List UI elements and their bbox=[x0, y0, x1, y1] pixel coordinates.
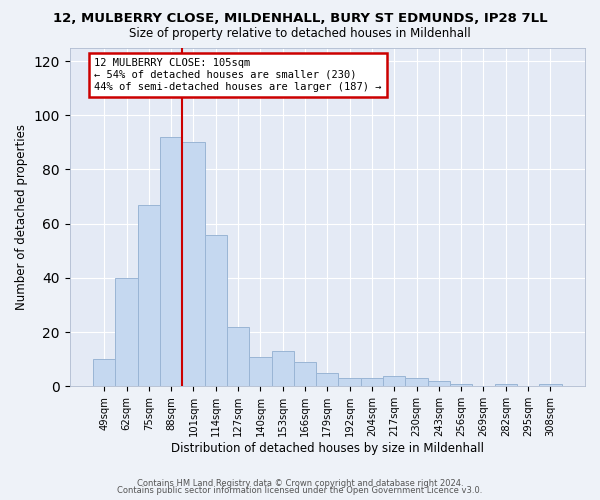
Bar bbox=[494, 384, 517, 386]
Text: 12 MULBERRY CLOSE: 105sqm
← 54% of detached houses are smaller (230)
44% of semi: 12 MULBERRY CLOSE: 105sqm ← 54% of detac… bbox=[94, 58, 382, 92]
Text: Size of property relative to detached houses in Mildenhall: Size of property relative to detached ho… bbox=[129, 28, 471, 40]
Bar bbox=[338, 378, 361, 386]
Bar bbox=[227, 326, 249, 386]
Bar bbox=[160, 137, 182, 386]
Bar bbox=[93, 359, 115, 386]
Bar bbox=[539, 384, 562, 386]
Bar bbox=[272, 351, 294, 386]
Bar bbox=[383, 376, 406, 386]
Bar bbox=[450, 384, 472, 386]
Text: Contains public sector information licensed under the Open Government Licence v3: Contains public sector information licen… bbox=[118, 486, 482, 495]
Text: Contains HM Land Registry data © Crown copyright and database right 2024.: Contains HM Land Registry data © Crown c… bbox=[137, 478, 463, 488]
X-axis label: Distribution of detached houses by size in Mildenhall: Distribution of detached houses by size … bbox=[171, 442, 484, 455]
Bar bbox=[115, 278, 137, 386]
Text: 12, MULBERRY CLOSE, MILDENHALL, BURY ST EDMUNDS, IP28 7LL: 12, MULBERRY CLOSE, MILDENHALL, BURY ST … bbox=[53, 12, 547, 26]
Bar bbox=[316, 373, 338, 386]
Bar bbox=[406, 378, 428, 386]
Y-axis label: Number of detached properties: Number of detached properties bbox=[15, 124, 28, 310]
Bar bbox=[137, 204, 160, 386]
Bar bbox=[182, 142, 205, 386]
Bar bbox=[361, 378, 383, 386]
Bar bbox=[249, 356, 272, 386]
Bar bbox=[294, 362, 316, 386]
Bar bbox=[205, 234, 227, 386]
Bar bbox=[428, 381, 450, 386]
